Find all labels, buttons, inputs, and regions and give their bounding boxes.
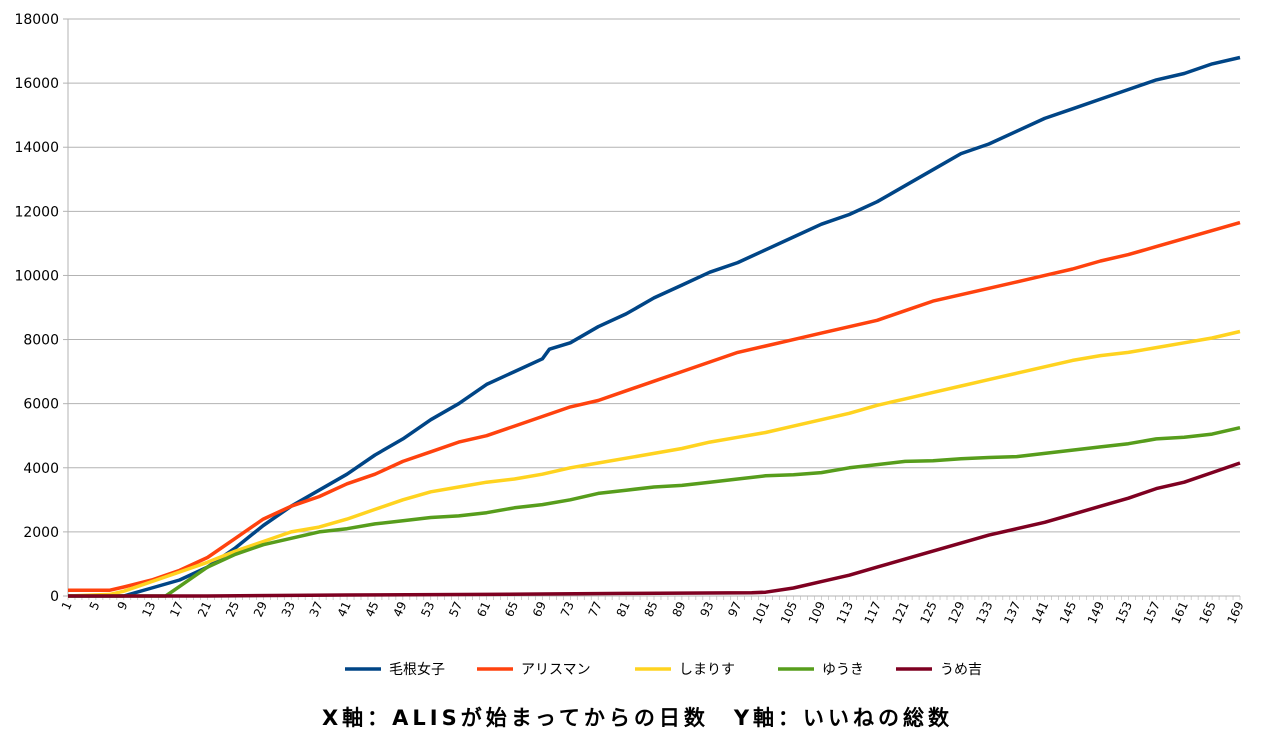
legend-label: ゆうき xyxy=(822,662,864,678)
x-tick-label: 169 xyxy=(1224,599,1246,626)
y-tick-label: 12000 xyxy=(14,204,59,220)
x-tick-label: 133 xyxy=(973,599,995,626)
legend-label: うめ吉 xyxy=(940,662,982,678)
x-tick-label: 153 xyxy=(1113,599,1135,626)
x-tick-label: 165 xyxy=(1196,599,1218,626)
x-tick-label: 41 xyxy=(335,599,354,619)
x-tick-label: 161 xyxy=(1169,599,1191,626)
x-tick-label: 69 xyxy=(530,599,549,619)
y-tick-label: 16000 xyxy=(14,76,59,92)
y-tick-label: 18000 xyxy=(14,12,59,28)
y-tick-label: 10000 xyxy=(14,268,59,284)
x-tick-label: 137 xyxy=(1001,599,1023,626)
x-tick-label: 25 xyxy=(223,599,242,619)
x-tick-label: 125 xyxy=(917,599,939,626)
x-tick-label: 129 xyxy=(945,599,967,626)
legend-label: しまりす xyxy=(679,662,735,678)
legend-label: 毛根女子 xyxy=(389,661,445,678)
x-tick-label: 97 xyxy=(725,599,744,619)
series-line-3 xyxy=(67,329,1241,598)
y-tick-label: 2000 xyxy=(23,525,59,541)
y-tick-label: 14000 xyxy=(14,140,59,156)
x-tick-label: 121 xyxy=(889,599,911,626)
x-tick-label: 157 xyxy=(1141,599,1163,626)
x-tick-label: 113 xyxy=(834,599,856,626)
y-tick-label: 4000 xyxy=(23,461,59,477)
legend: 毛根女子 アリスマン しまりす ゆうき うめ吉 xyxy=(345,661,982,678)
x-tick-label: 29 xyxy=(251,599,270,619)
x-tick-label: 13 xyxy=(139,599,158,619)
x-tick-label: 89 xyxy=(669,599,688,619)
x-tick-label: 5 xyxy=(87,599,103,612)
x-tick-label: 17 xyxy=(167,599,186,619)
y-tick-label: 0 xyxy=(50,589,59,605)
x-tick-label: 93 xyxy=(697,599,716,619)
y-tick-label: 8000 xyxy=(23,333,59,349)
x-tick-label: 109 xyxy=(806,599,828,626)
axis-caption: X軸：ALISが始まってからの日数 Y軸：いいねの総数 xyxy=(321,706,954,730)
x-tick-label: 145 xyxy=(1057,599,1079,626)
line-chart: 0 2000 4000 6000 8000 10000 12000 14000 16000 180… xyxy=(14,12,1247,678)
series-line-2 xyxy=(68,220,1241,592)
series-lines xyxy=(67,55,1241,598)
x-tick-label: 141 xyxy=(1029,599,1051,626)
legend-label: アリスマン xyxy=(521,662,591,678)
x-tick-label: 85 xyxy=(642,599,661,619)
x-tick-label: 21 xyxy=(195,599,214,619)
x-tick-label: 117 xyxy=(862,599,884,626)
x-tick-label: 45 xyxy=(363,599,382,619)
series-line-5 xyxy=(68,461,1241,598)
x-axis-ticks: 1 5 9 13 17 21 25 29 33 37 41 45 49 53 57 61 65 69 73 77 81 8… xyxy=(59,599,1247,626)
x-tick-label: 73 xyxy=(558,599,577,619)
x-tick-label: 149 xyxy=(1085,599,1107,626)
gridlines xyxy=(63,18,1241,600)
x-tick-label: 53 xyxy=(418,599,437,619)
x-tick-label: 105 xyxy=(778,599,800,626)
x-tick-label: 33 xyxy=(279,599,298,619)
x-tick-label: 49 xyxy=(390,599,409,619)
x-tick-label: 65 xyxy=(502,599,521,619)
series-line-4 xyxy=(68,425,1241,598)
y-axis-ticks: 0 2000 4000 6000 8000 10000 12000 14000 16000 180… xyxy=(14,12,59,605)
x-tick-label: 57 xyxy=(446,599,465,619)
x-tick-label: 9 xyxy=(115,599,131,612)
x-tick-label: 61 xyxy=(474,599,493,619)
y-tick-label: 6000 xyxy=(23,397,59,413)
x-tick-label: 101 xyxy=(750,599,772,626)
x-tick-label: 37 xyxy=(307,599,326,619)
x-tick-label: 81 xyxy=(614,599,633,619)
x-tick-label: 77 xyxy=(586,599,605,619)
x-tick-label: 1 xyxy=(59,599,75,612)
